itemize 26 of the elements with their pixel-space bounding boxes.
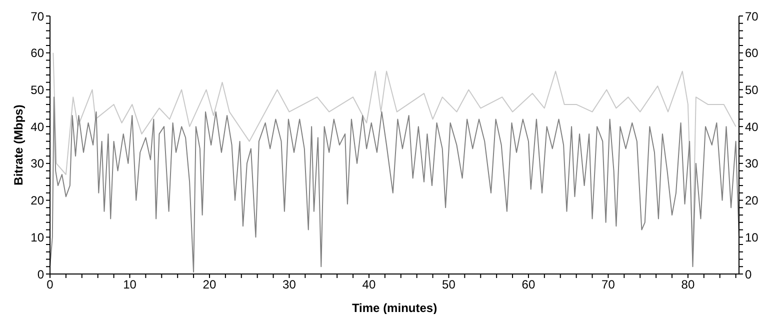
y-axis-title: Bitrate (Mbps)	[11, 104, 26, 186]
y2-tick-label: 0	[745, 267, 752, 282]
x-tick-label: 40	[362, 278, 376, 292]
x-tick-label: 80	[681, 278, 695, 292]
y-tick-label: 40	[30, 120, 44, 134]
x-tick-label: 10	[123, 278, 137, 292]
x-tick-label: 70	[602, 278, 616, 292]
y-tick-label: 50	[30, 82, 44, 97]
y2-tick-label: 20	[745, 194, 759, 208]
y2-tick-label: 30	[745, 156, 759, 171]
x-tick-label: 0	[46, 278, 54, 292]
y-tick-label: 20	[30, 194, 44, 208]
x-tick-label: 50	[442, 278, 456, 292]
x-tick-label: 30	[282, 278, 296, 292]
y-tick-label: 30	[30, 156, 44, 171]
y-tick-label: 10	[30, 230, 44, 244]
y-tick-label: 0	[37, 267, 44, 282]
y2-tick-label: 10	[745, 230, 759, 244]
y2-tick-label: 60	[745, 46, 759, 60]
x-tick-label: 20	[202, 278, 216, 292]
y-tick-label: 70	[30, 9, 44, 24]
y2-tick-label: 50	[745, 82, 759, 97]
y2-tick-label: 70	[745, 9, 759, 24]
y-tick-label: 60	[30, 46, 44, 60]
y2-tick-label: 40	[745, 120, 759, 134]
x-tick-label: 60	[522, 278, 536, 292]
